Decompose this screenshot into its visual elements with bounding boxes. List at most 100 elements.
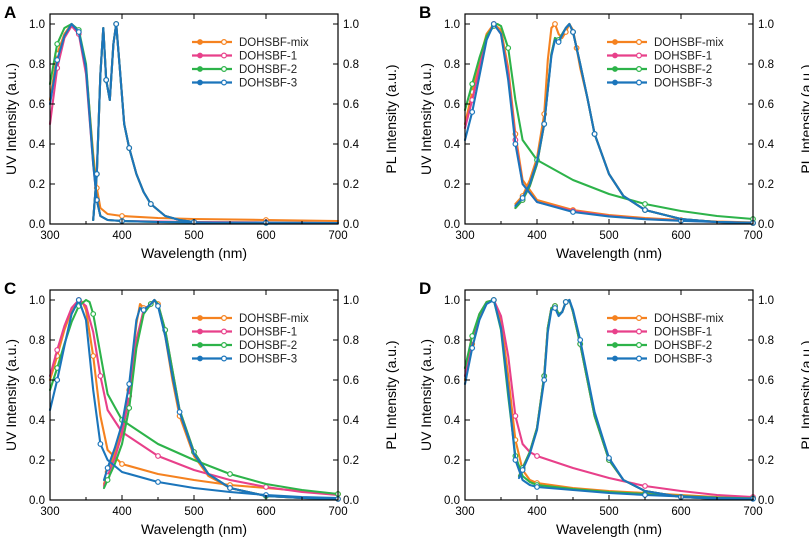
x-tick-label: 300 — [455, 506, 474, 518]
y-tick-label: 0.8 — [29, 59, 45, 71]
data-point — [469, 81, 476, 87]
data-point — [119, 213, 125, 219]
y-tick-label: 1.0 — [444, 295, 460, 307]
series-line-DOHSBF-3-pl — [102, 298, 340, 501]
y-tick-label: 0.6 — [29, 99, 45, 111]
data-point — [642, 483, 648, 489]
y-tick-label: 1.0 — [29, 295, 45, 307]
data-point — [263, 484, 269, 490]
data-point — [97, 373, 104, 379]
y-right-tick-label: 0.8 — [758, 335, 774, 347]
x-tick-label: 400 — [112, 230, 131, 242]
y-tick-label: 0.2 — [444, 179, 460, 191]
legend-marker-filled — [197, 355, 203, 362]
y-tick-label: 0.2 — [444, 455, 460, 467]
legend-entry: DOHSBF-3 — [239, 354, 297, 366]
y-right-tick-label: 0.0 — [343, 495, 359, 507]
data-point — [119, 461, 125, 467]
data-point — [512, 141, 519, 147]
legend-marker-open — [635, 315, 642, 322]
y-axis-label-right: PL Intensity (a.u.) — [383, 64, 399, 173]
legend-marker-filled — [612, 66, 618, 72]
y-tick-label: 0.8 — [444, 335, 460, 347]
legend-marker-filled — [612, 342, 618, 348]
data-point — [75, 297, 82, 303]
y-tick-label: 0.0 — [29, 495, 45, 507]
x-tick-label: 500 — [599, 506, 618, 518]
data-point — [519, 195, 526, 201]
legend-entry: DOHSBF-3 — [654, 354, 712, 366]
x-tick-label: 400 — [112, 506, 131, 518]
series-line-DOHSBF-1-uv — [48, 298, 340, 497]
panel-label: D — [419, 279, 431, 298]
x-tick-label: 700 — [328, 506, 347, 518]
data-point — [541, 377, 548, 383]
curves — [463, 297, 756, 502]
y-axis-label-right: PL Intensity (a.u.) — [798, 340, 809, 449]
data-point — [126, 381, 133, 387]
data-point — [140, 307, 147, 313]
legend-marker-open — [635, 355, 642, 362]
data-point — [54, 41, 61, 47]
panel-label: C — [4, 279, 16, 298]
legend-marker-open — [221, 328, 228, 335]
legend-entry: DOHSBF-1 — [654, 51, 712, 63]
y-tick-label: 1.0 — [29, 19, 45, 31]
y-tick-label: 0.8 — [29, 335, 45, 347]
series-line-DOHSBF-3-pl — [92, 22, 196, 224]
y-right-tick-label: 0.8 — [343, 59, 359, 71]
series-line-DOHSBF-mix-pl — [517, 298, 755, 501]
y-tick-label: 0.0 — [444, 495, 460, 507]
legend-marker-filled — [612, 328, 618, 335]
x-tick-label: 500 — [599, 230, 618, 242]
y-tick-label: 0.2 — [29, 179, 45, 191]
legend-entry: DOHSBF-2 — [654, 64, 712, 76]
data-point — [642, 207, 648, 213]
x-tick-label: 700 — [743, 506, 762, 518]
y-right-tick-label: 0.0 — [343, 219, 359, 231]
legend-entry: DOHSBF-mix — [239, 313, 309, 325]
legend-entry: DOHSBF-1 — [239, 51, 297, 63]
y-tick-label: 1.0 — [444, 19, 460, 31]
data-point — [552, 305, 558, 311]
legend-marker-filled — [197, 52, 203, 59]
y-axis-label: UV Intensity (a.u.) — [418, 339, 434, 451]
legend-marker-filled — [612, 52, 618, 59]
y-tick-label: 0.8 — [444, 59, 460, 71]
legend-marker-open — [221, 65, 228, 72]
series-line-DOHSBF-2-pl — [517, 298, 755, 501]
legend-marker-filled — [197, 79, 203, 86]
data-point — [512, 413, 519, 419]
legend-marker-open — [635, 342, 642, 349]
series-line-DOHSBF-3-uv — [463, 22, 755, 224]
y-tick-label: 0.6 — [444, 375, 460, 387]
legend-marker-open — [221, 315, 228, 322]
y-right-tick-label: 0.6 — [343, 99, 359, 111]
y-right-tick-label: 0.2 — [343, 455, 359, 467]
legend-entry: DOHSBF-mix — [654, 313, 724, 325]
y-axis-label: UV Intensity (a.u.) — [3, 63, 19, 175]
x-tick-label: 500 — [184, 230, 203, 242]
data-point — [534, 484, 540, 490]
y-right-tick-label: 1.0 — [758, 19, 774, 31]
y-right-tick-label: 0.4 — [758, 415, 775, 427]
legend-marker-open — [635, 79, 642, 86]
data-point — [606, 455, 612, 461]
y-tick-label: 0.6 — [29, 375, 45, 387]
x-tick-label: 300 — [40, 230, 59, 242]
data-point — [577, 337, 584, 343]
legend-marker-filled — [612, 315, 618, 321]
data-point — [103, 77, 110, 83]
curves — [48, 297, 341, 502]
panel-label: A — [4, 3, 16, 22]
y-tick-label: 0.4 — [444, 139, 461, 151]
data-point — [555, 39, 562, 45]
series-line-DOHSBF-3-uv — [48, 298, 340, 500]
x-tick-label: 600 — [671, 506, 690, 518]
data-point — [591, 131, 598, 137]
data-point — [126, 405, 133, 411]
legend-entry: DOHSBF-mix — [239, 37, 309, 49]
data-point — [490, 297, 497, 303]
legend-marker-open — [221, 79, 228, 86]
